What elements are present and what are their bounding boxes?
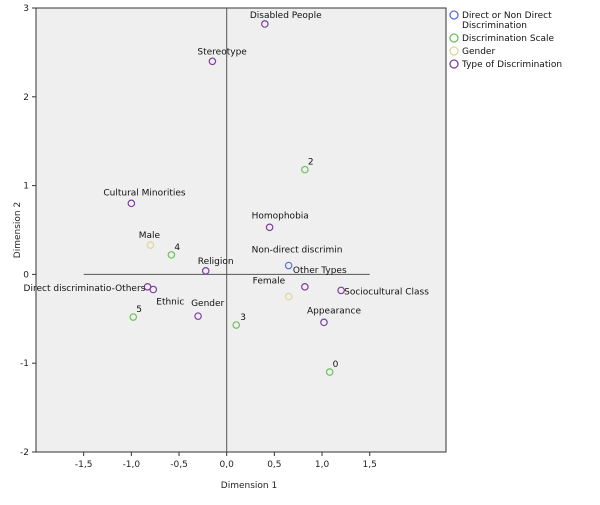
legend: Direct or Non Direct Discrimination Discri… [449,10,562,70]
point-label: 4 [174,243,180,253]
point-label: Male [139,231,161,241]
data-point [127,199,136,208]
data-point [167,251,176,259]
point-label: Disabled People [250,11,322,21]
point-label: Ethnic [156,297,184,307]
legend-marker [449,59,459,69]
data-point [325,368,334,376]
y-tick-label: 2 [23,93,29,103]
legend-label: Discrimination Scale [462,34,555,44]
data-point [146,241,155,249]
x-tick-label: -0,5 [170,460,188,470]
legend-label: Type of Discrimination [461,60,562,70]
legend-marker [449,46,459,56]
data-point [320,318,328,327]
data-point [129,313,138,321]
point-label: Direct discriminatio-Others [24,284,146,294]
point-label: Stereotype [197,47,247,57]
data-point [284,292,293,301]
legend-marker [449,33,459,43]
data-point [284,261,293,270]
point-label: Cultural Minorities [103,188,186,198]
point-label: Other Types [293,266,347,276]
y-tick-label: -1 [20,359,29,369]
point-label: 5 [136,305,142,315]
legend-marker [449,10,459,20]
x-axis-title: Dimension 1 [221,481,277,491]
x-tick-label: 0,0 [220,460,235,470]
point-label: Homophobia [252,211,309,221]
y-tick-label: 0 [23,270,29,280]
x-tick-label: -1,5 [75,460,93,470]
x-tick-label: -1,0 [123,460,141,470]
legend-label: Direct or Non Direct Discrimination [462,11,552,31]
point-label: Female [253,277,286,287]
legend-label: Gender [462,47,495,57]
x-tick-label: 1,5 [363,460,377,470]
point-label: Gender [191,299,224,309]
point-label: 3 [240,313,246,323]
plot-area [35,7,447,453]
x-tick-label: 0,5 [267,460,281,470]
data-point [265,223,274,232]
y-tick-label: 3 [23,4,29,14]
data-point [232,321,241,329]
point-label: Non-direct discrimin [252,246,343,256]
data-point [194,312,202,320]
y-tick-label: -2 [20,448,29,458]
point-label: Appearance [307,306,362,316]
data-point [337,286,345,295]
data-point [301,165,309,174]
data-point [208,57,217,66]
data-point [149,285,158,294]
point-label: 0 [333,360,339,370]
y-axis-title: Dimension 2 [13,202,23,258]
x-tick-label: 1,0 [315,460,330,470]
data-point [301,283,309,291]
point-label: Religion [198,257,234,267]
y-tick-label: 1 [23,182,29,192]
point-label: Sociocultural Class [344,287,429,297]
data-point [201,267,210,275]
point-label: 2 [308,158,314,168]
data-point [261,20,269,28]
